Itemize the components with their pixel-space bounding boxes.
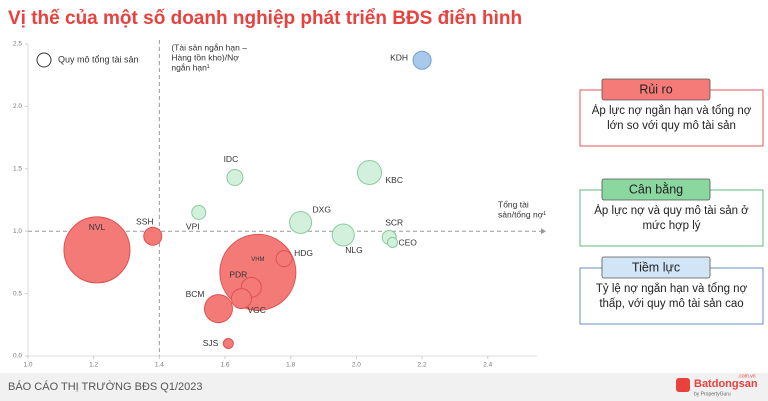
panel-description-box: Tỷ lệ nợ ngắn hạn và tổng nợ thấp, với q… bbox=[595, 283, 748, 310]
bubble-label: SCR bbox=[385, 218, 403, 228]
x-tick-label: 1.2 bbox=[89, 362, 98, 369]
panel-header bbox=[601, 178, 711, 201]
y-tick-label: 0.0 bbox=[13, 353, 22, 360]
x-tick-label: 2.0 bbox=[352, 362, 361, 369]
panel-description-box: Áp lực nợ và quy mô tài sản ở mức hợp lý bbox=[594, 205, 749, 232]
logo-by: by PropertyGuru bbox=[694, 391, 731, 397]
bubble-label: PDR bbox=[229, 270, 247, 280]
bubble-label: VPI bbox=[186, 222, 200, 232]
bubble-label: NLG bbox=[345, 245, 362, 255]
bubble bbox=[230, 288, 252, 310]
bubble bbox=[63, 216, 131, 284]
panel-header bbox=[601, 256, 711, 279]
y-tick-label: 2.0 bbox=[13, 103, 22, 110]
logo-icon bbox=[676, 378, 690, 392]
bubble-label: KBC bbox=[386, 175, 403, 185]
bubble-label: DXG bbox=[313, 205, 331, 215]
logo-domain: .com.vn bbox=[738, 373, 756, 379]
y-reference-label: Tổng tài bbox=[498, 199, 529, 209]
y-tick-label: 0.5 bbox=[13, 290, 22, 297]
bubble bbox=[331, 223, 355, 247]
panel-description: Áp lực nợ và quy mô tài sản ở mức hợp lý bbox=[594, 205, 749, 232]
x-tick-label: 1.6 bbox=[221, 362, 230, 369]
x-tick-label: 2.2 bbox=[418, 362, 427, 369]
series-group: KDH bbox=[390, 50, 432, 70]
series-group: VPI IDC DXG NLG KBC SCR CEO bbox=[186, 154, 417, 255]
bubble bbox=[226, 169, 244, 187]
panel-header bbox=[601, 78, 711, 101]
bubble-label: VHM bbox=[251, 257, 264, 263]
bubble-label: KDH bbox=[390, 52, 408, 62]
y-tick-label: 2.5 bbox=[13, 41, 22, 48]
bubble bbox=[203, 294, 233, 324]
bubble-label: VGC bbox=[247, 305, 265, 315]
bubble-label: SJS bbox=[203, 338, 219, 348]
x-reference-label: Hàng tồn kho)/Nợ bbox=[171, 52, 239, 62]
panel-description: Áp lực nợ ngắn hạn và tổng nợ lớn so với… bbox=[591, 105, 752, 132]
footer-text: BÁO CÁO THỊ TRƯỜNG BĐS Q1/2023 bbox=[8, 380, 202, 393]
chart-title: Vị thế của một số doanh nghiệp phát triể… bbox=[8, 8, 522, 29]
x-reference-label: ngắn hạn¹ bbox=[171, 62, 209, 72]
bubble bbox=[143, 226, 163, 246]
bubble-label: BCM bbox=[186, 289, 205, 299]
bubble bbox=[275, 250, 293, 268]
x-reference-label: (Tài sản ngắn hạn – bbox=[171, 42, 247, 52]
panel-title: Tiềm lực bbox=[632, 260, 680, 274]
bubble bbox=[191, 204, 207, 220]
x-tick-label: 1.0 bbox=[23, 362, 32, 369]
y-tick-label: 1.5 bbox=[13, 166, 22, 173]
bubble-label: SSH bbox=[136, 216, 153, 226]
y-reference-label: sản/tổng nợ¹ bbox=[498, 209, 546, 219]
bubble bbox=[222, 338, 234, 350]
bubble-label: NVL bbox=[89, 222, 106, 232]
panel-description: Tỷ lệ nợ ngắn hạn và tổng nợ thấp, với q… bbox=[595, 283, 748, 310]
series-group: NVL VHM BCM SSH PDR VGC HDG SJS bbox=[63, 216, 313, 350]
bubble-label: IDC bbox=[224, 154, 239, 164]
x-tick-label: 2.4 bbox=[483, 362, 492, 369]
x-tick-label: 1.8 bbox=[286, 362, 295, 369]
panel-description-box: Áp lực nợ ngắn hạn và tổng nợ lớn so với… bbox=[591, 105, 752, 132]
panel-title: Rủi ro bbox=[639, 82, 672, 96]
panel-title: Cân bằng bbox=[629, 181, 683, 196]
size-legend: Quy mô tổng tài sản bbox=[58, 54, 139, 64]
logo-name: Batdongsan bbox=[694, 378, 758, 390]
size-legend-icon bbox=[36, 52, 52, 68]
bubble-label: HDG bbox=[294, 248, 313, 258]
bubble bbox=[387, 236, 399, 248]
x-tick-label: 1.4 bbox=[155, 362, 164, 369]
footer-bar bbox=[0, 373, 768, 401]
bubble bbox=[289, 210, 313, 234]
bubble bbox=[412, 50, 432, 70]
arrow-head bbox=[541, 228, 546, 235]
y-tick-label: 1.0 bbox=[13, 228, 22, 235]
bubble-label: CEO bbox=[399, 238, 418, 248]
bubble bbox=[357, 160, 383, 186]
